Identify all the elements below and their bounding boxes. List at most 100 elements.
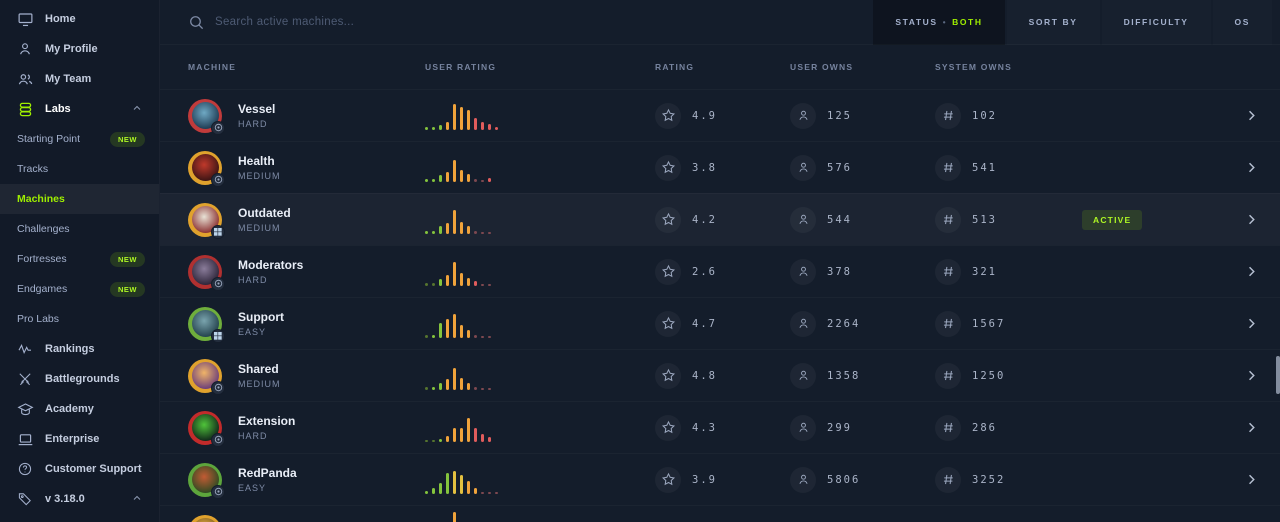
system-owns-value: 286 — [972, 421, 997, 434]
star-icon — [655, 102, 681, 129]
machine-row[interactable] — [160, 505, 1280, 522]
user-rating-histogram — [425, 154, 655, 182]
machine-avatar — [188, 202, 225, 239]
machine-row-health[interactable]: Health MEDIUM 3.8 576 541 — [160, 141, 1280, 193]
sidebar-item-label: Fortresses — [17, 253, 67, 265]
rating-histogram-bar — [439, 382, 442, 390]
sidebar-item-starting-point[interactable]: Starting Point NEW — [0, 124, 159, 154]
filter-button-os[interactable]: OS — [1213, 0, 1272, 45]
machine-name: Extension — [238, 414, 296, 428]
sidebar-item-label: Academy — [45, 403, 94, 415]
row-chevron[interactable] — [1224, 109, 1280, 123]
sidebar-item-tracks[interactable]: Tracks — [0, 154, 159, 184]
sidebar-item-enterprise[interactable]: Enterprise — [0, 424, 159, 454]
machine-row-extension[interactable]: Extension HARD 4.3 299 286 — [160, 401, 1280, 453]
rating-histogram-bar — [460, 474, 463, 494]
system-owns-value: 1250 — [972, 369, 1006, 382]
laptop-icon — [16, 430, 34, 448]
sidebar-item-rankings[interactable]: Rankings — [0, 334, 159, 364]
rating-cell: 4.8 — [655, 362, 790, 389]
rating-histogram-bar — [481, 283, 484, 286]
sidebar-item-my-team[interactable]: My Team — [0, 64, 159, 94]
rating-histogram-bar — [425, 490, 428, 494]
rating-histogram-bar — [432, 487, 435, 494]
system-owns-value: 541 — [972, 161, 997, 174]
row-chevron[interactable] — [1224, 369, 1280, 383]
row-chevron[interactable] — [1224, 421, 1280, 435]
sidebar-item-academy[interactable]: Academy — [0, 394, 159, 424]
machine-row-moderators[interactable]: Moderators HARD 2.6 378 321 — [160, 245, 1280, 297]
system-owns-cell: 1567 — [935, 310, 1082, 337]
machine-cell: Extension HARD — [188, 410, 425, 447]
rating-histogram-bar — [432, 282, 435, 286]
user-owns-cell: 378 — [790, 258, 935, 285]
user-rating-histogram — [425, 310, 655, 338]
filter-label: DIFFICULTY — [1123, 17, 1189, 27]
row-chevron[interactable] — [1224, 161, 1280, 175]
rating-value: 3.8 — [692, 161, 717, 174]
sidebar-item-home[interactable]: Home — [0, 4, 159, 34]
column-header-system-owns: SYSTEM OWNS — [935, 62, 1012, 72]
search-icon — [188, 14, 205, 31]
row-chevron[interactable] — [1224, 265, 1280, 279]
sidebar-item-v-3-18-0[interactable]: v 3.18.0 — [0, 484, 159, 514]
chevron-up-icon — [131, 492, 145, 506]
machine-row-redpanda[interactable]: RedPanda EASY 3.9 5806 3252 — [160, 453, 1280, 505]
filter-button-sort-by[interactable]: SORT BY — [1007, 0, 1100, 45]
system-owns-value: 102 — [972, 109, 997, 122]
rating-histogram-bar — [495, 126, 498, 130]
filter-button-status[interactable]: STATUS • BOTH — [873, 0, 1005, 45]
machine-name: Shared — [238, 362, 279, 376]
rating-histogram-bar — [446, 378, 449, 390]
rating-histogram-bar — [446, 318, 449, 338]
search-input[interactable] — [215, 16, 635, 28]
machine-row-shared[interactable]: Shared MEDIUM 4.8 1358 1250 — [160, 349, 1280, 401]
sidebar-item-pro-labs[interactable]: Pro Labs — [0, 304, 159, 334]
scrollbar-thumb[interactable] — [1276, 356, 1280, 394]
row-chevron[interactable] — [1224, 213, 1280, 227]
sidebar-item-challenges[interactable]: Challenges — [0, 214, 159, 244]
machine-row-vessel[interactable]: Vessel HARD 4.9 125 102 — [160, 89, 1280, 141]
rating-histogram-bar — [446, 121, 449, 130]
search-bar[interactable] — [188, 14, 873, 31]
machine-name: Health — [238, 154, 275, 168]
sidebar-item-label: Challenges — [17, 223, 70, 235]
sidebar-item-machines[interactable]: Machines — [0, 184, 159, 214]
user-owns-value: 378 — [827, 265, 852, 278]
rating-histogram-bar — [439, 322, 442, 338]
machine-emblem-badge-icon — [211, 172, 225, 187]
sidebar-item-labs[interactable]: Labs — [0, 94, 159, 124]
sidebar-item-endgames[interactable]: Endgames NEW — [0, 274, 159, 304]
system-owns-cell: 3252 — [935, 466, 1082, 493]
filter-button-difficulty[interactable]: DIFFICULTY — [1102, 0, 1211, 45]
chevron-up-icon — [131, 102, 145, 116]
sidebar-item-my-profile[interactable]: My Profile — [0, 34, 159, 64]
swords-icon — [16, 370, 34, 388]
help-icon — [16, 460, 34, 478]
machine-row-outdated[interactable]: Outdated MEDIUM 4.2 544 513 ACTIVE — [160, 193, 1280, 245]
sidebar-item-customer-support[interactable]: Customer Support — [0, 454, 159, 484]
filter-label: STATUS — [895, 17, 938, 27]
sidebar-item-fortresses[interactable]: Fortresses NEW — [0, 244, 159, 274]
rating-histogram-bar — [467, 480, 470, 494]
sidebar-item-battlegrounds[interactable]: Battlegrounds — [0, 364, 159, 394]
sidebar-item-label: Tracks — [17, 163, 49, 175]
machine-table: Vessel HARD 4.9 125 102 Health MEDIUM 3.8 576 541… — [160, 89, 1280, 522]
chevron-right-icon — [1245, 369, 1259, 383]
row-chevron[interactable] — [1224, 473, 1280, 487]
machine-avatar — [188, 462, 225, 499]
person-icon — [790, 258, 816, 285]
rating-histogram-bar — [488, 335, 491, 338]
machine-cell: Health MEDIUM — [188, 150, 425, 187]
row-chevron[interactable] — [1224, 317, 1280, 331]
rating-histogram-bar — [432, 386, 435, 390]
rating-histogram-bar — [460, 377, 463, 390]
machine-cell: Shared MEDIUM — [188, 358, 425, 395]
filter-label: OS — [1234, 17, 1250, 27]
rating-histogram-bar — [439, 278, 442, 286]
star-icon — [655, 154, 681, 181]
rating-histogram-bar — [439, 225, 442, 234]
machine-row-support[interactable]: Support EASY 4.7 2264 1567 — [160, 297, 1280, 349]
machine-avatar — [188, 98, 225, 135]
chevron-right-icon — [1245, 109, 1259, 123]
